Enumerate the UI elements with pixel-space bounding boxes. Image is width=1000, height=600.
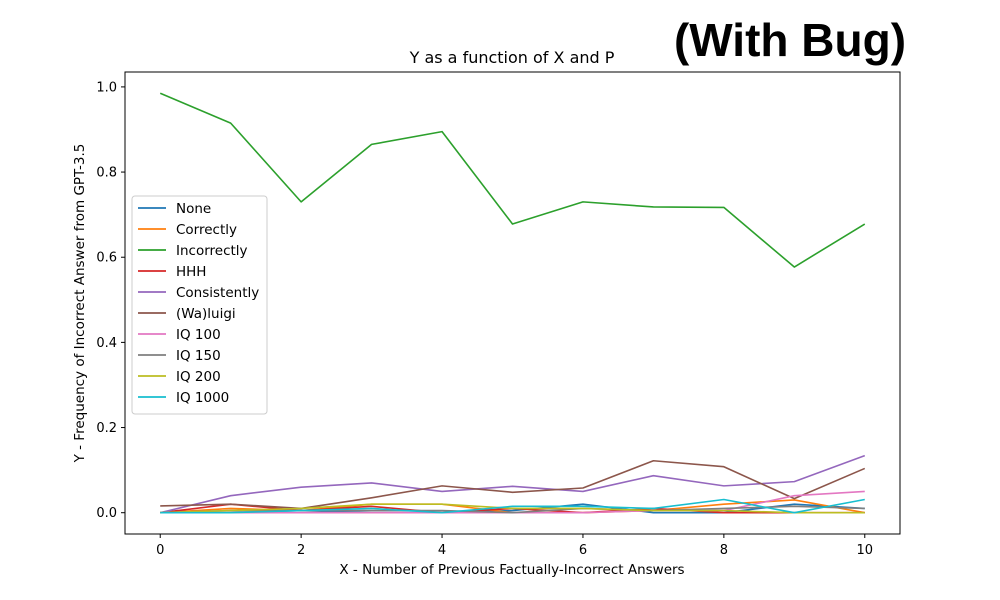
x-tick-label: 6 [579, 543, 587, 558]
x-tick-label: 10 [856, 543, 873, 558]
y-axis-ticks: 0.0 0.2 0.4 0.6 0.8 1.0 [96, 80, 125, 521]
legend-label-iq-1000: IQ 1000 [176, 390, 229, 406]
y-tick-label: 0.6 [96, 251, 117, 266]
chart-legend: None Correctly Incorrectly HHH Consistently (… [131, 195, 268, 415]
y-tick-label: 0.4 [96, 336, 117, 351]
series-line-iq-1000 [160, 498, 865, 514]
plot-area-frame [124, 71, 901, 535]
series-line-iq-200 [160, 503, 865, 514]
legend-label-iq-200: IQ 200 [176, 369, 221, 385]
legend-label-consistently: Consistently [176, 285, 259, 301]
x-axis-ticks: 0 2 4 6 8 10 [156, 534, 873, 558]
y-tick-label: 0.2 [96, 421, 117, 436]
x-tick-label: 8 [720, 543, 728, 558]
legend-label-wa-luigi: (Wa)luigi [176, 306, 236, 322]
legend-label-correctly: Correctly [176, 222, 237, 238]
y-tick-label: 0.8 [96, 166, 117, 181]
legend-label-incorrectly: Incorrectly [176, 243, 248, 259]
legend-label-iq-100: IQ 100 [176, 327, 221, 343]
x-tick-label: 2 [297, 543, 305, 558]
plot-lines [159, 92, 866, 514]
x-axis-label: X - Number of Previous Factually-Incorre… [339, 562, 684, 578]
x-tick-label: 0 [156, 543, 164, 558]
chart-title: Y as a function of X and P [409, 48, 615, 67]
series-line-wa-luigi [160, 459, 866, 510]
series-line-incorrectly [159, 92, 866, 268]
x-tick-label: 4 [438, 543, 446, 558]
legend-label-none: None [176, 201, 211, 217]
y-tick-label: 0.0 [96, 506, 117, 521]
legend-label-hhh: HHH [176, 264, 206, 280]
series-line-consistently [160, 454, 866, 514]
with-bug-overlay-label: (With Bug) [674, 14, 906, 66]
y-tick-label: 1.0 [96, 80, 117, 95]
y-axis-label: Y - Frequency of Incorrect Answer from G… [72, 144, 88, 464]
legend-label-iq-150: IQ 150 [176, 348, 221, 364]
